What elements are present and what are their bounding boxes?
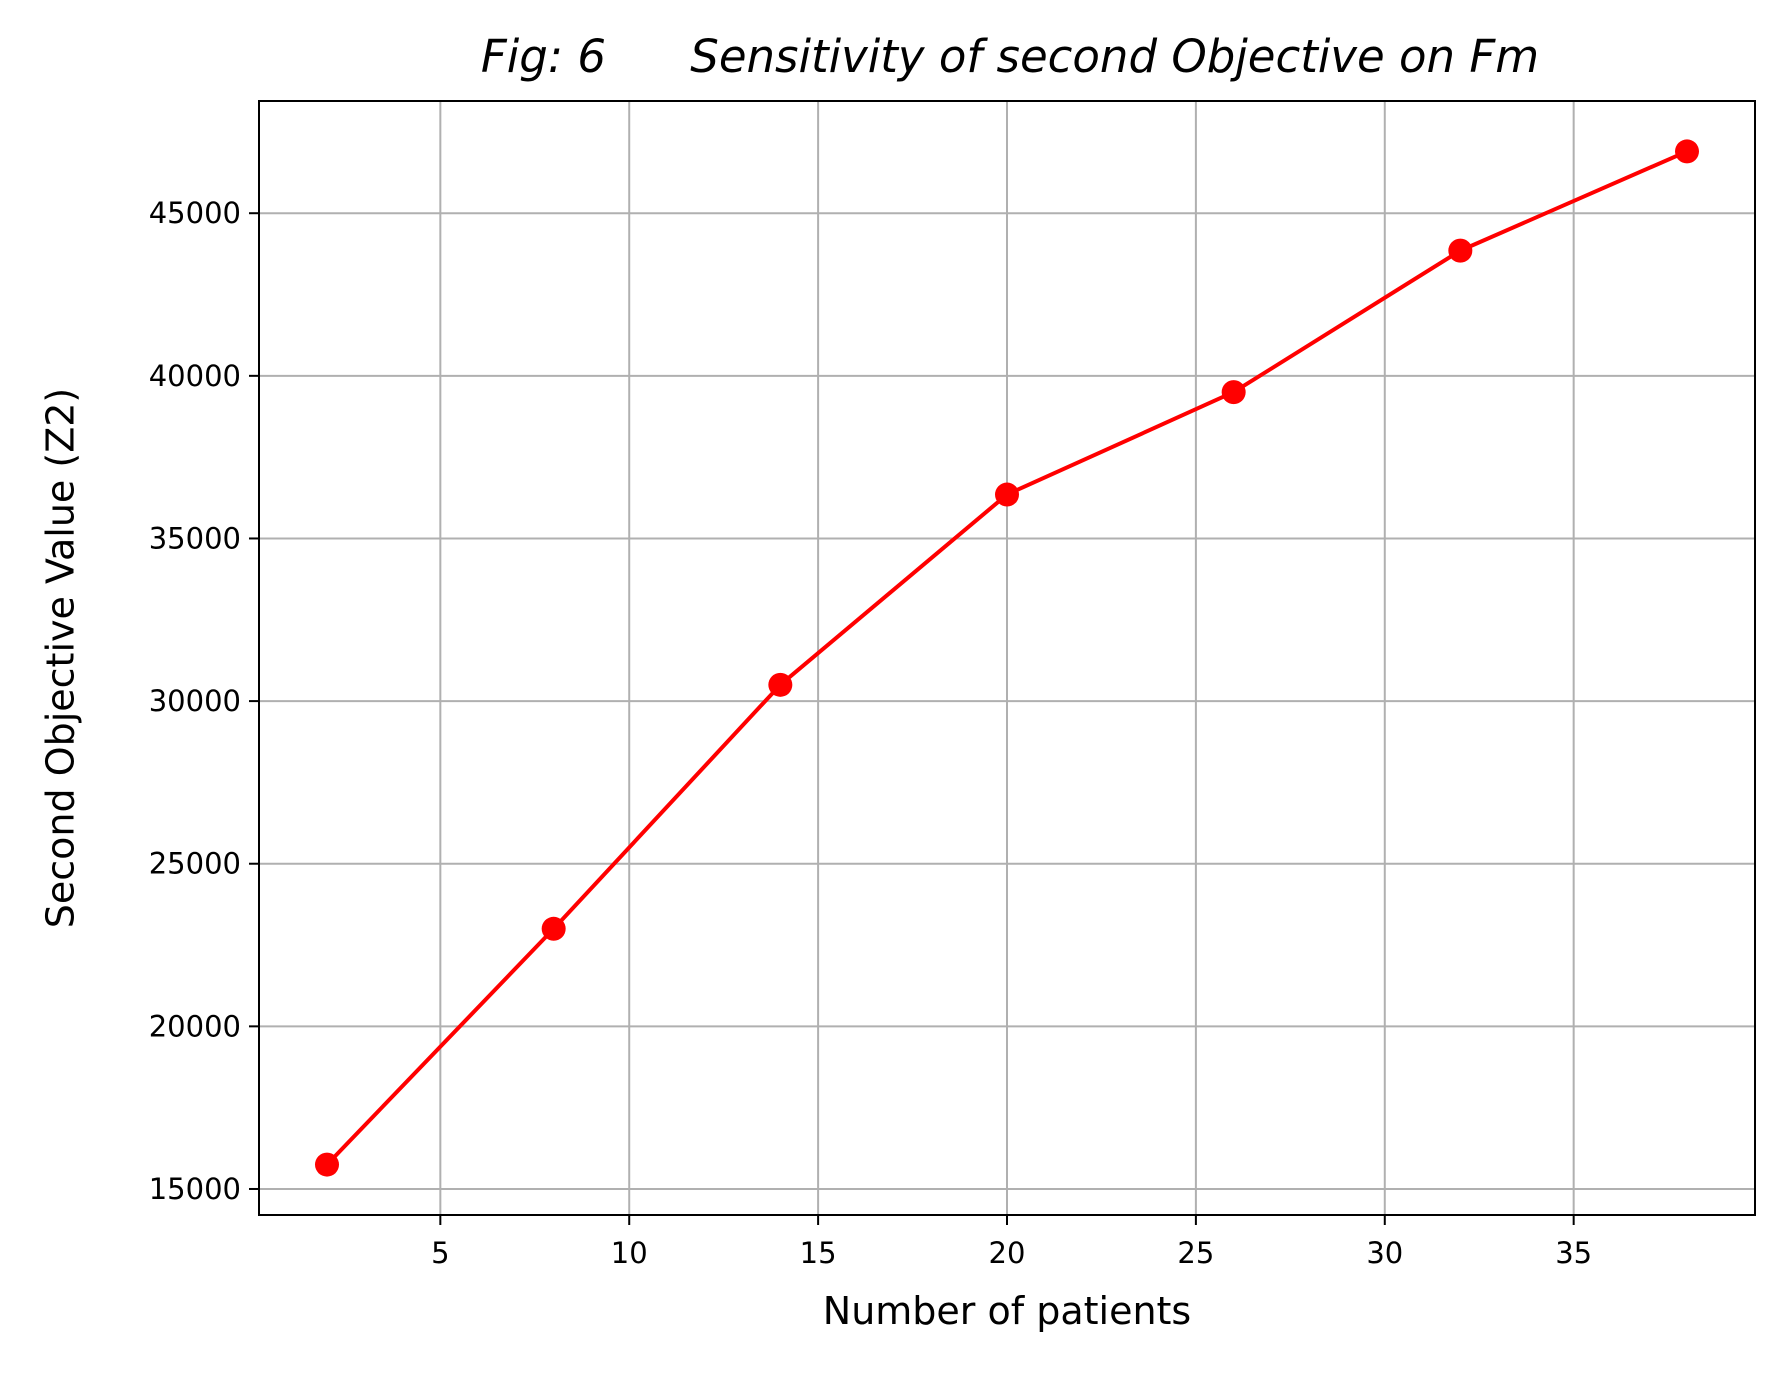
y-tick-label: 35000 (149, 521, 241, 555)
chart-title-main: Sensitivity of second Objective on Fm (690, 30, 1539, 83)
data-point (1221, 380, 1246, 405)
x-axis-label: Number of patients (823, 1289, 1191, 1333)
data-point (1675, 139, 1699, 164)
data-point (768, 672, 793, 697)
x-tick-label: 5 (431, 1236, 449, 1270)
x-tick-label: 35 (1555, 1236, 1592, 1270)
y-axis-label: Second Objective Value (Z2) (38, 388, 82, 928)
data-point (315, 1152, 339, 1177)
chart-title-prefix: Fig: 6 (481, 30, 606, 83)
x-tick-label: 15 (800, 1236, 837, 1270)
x-tick-label: 25 (1177, 1236, 1214, 1270)
axis-ticks: 5 10 15 20 25 30 35 15000 20000 25000 30000 35000 40… (149, 196, 1592, 1270)
chart-title: Fig: 6 Sensitivity of second Objective o… (481, 30, 1539, 83)
y-tick-label: 30000 (149, 684, 241, 718)
y-tick-label: 20000 (149, 1009, 241, 1043)
series-layer (315, 139, 1699, 1177)
grid (259, 101, 1755, 1215)
data-point (1448, 238, 1473, 263)
y-tick-label: 25000 (149, 847, 241, 881)
y-tick-label: 15000 (149, 1172, 241, 1206)
data-point (995, 482, 1019, 507)
x-tick-label: 20 (989, 1236, 1026, 1270)
data-point (541, 916, 566, 941)
x-tick-label: 30 (1366, 1236, 1403, 1270)
y-tick-label: 40000 (149, 359, 241, 393)
x-tick-label: 10 (611, 1236, 648, 1270)
y-tick-label: 45000 (149, 196, 241, 230)
